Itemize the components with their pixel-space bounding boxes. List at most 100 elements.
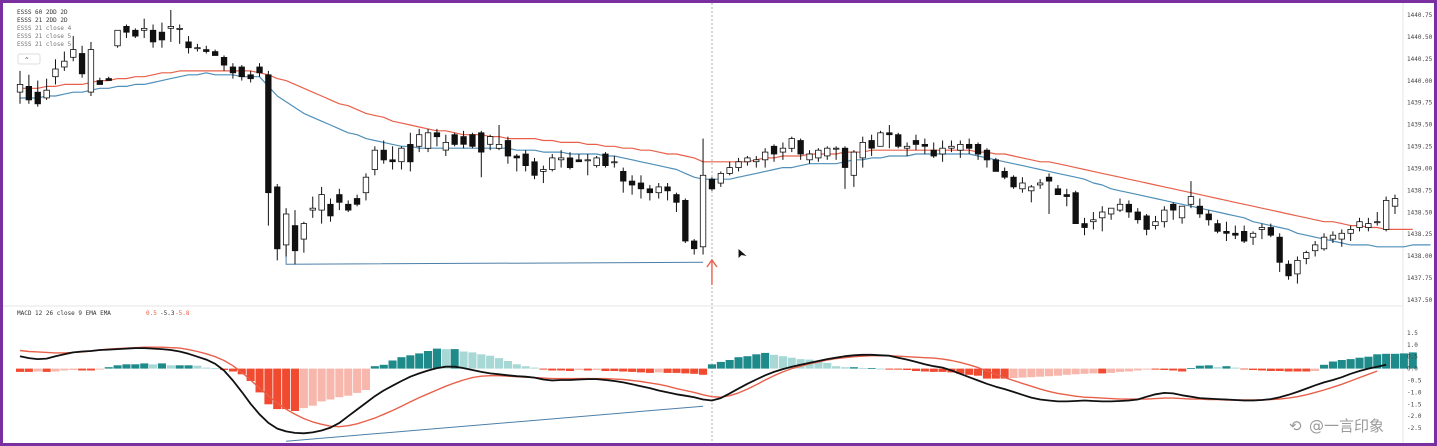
candle-body[interactable]: [770, 145, 778, 155]
candle-body[interactable]: [708, 178, 716, 190]
candle-body[interactable]: [1108, 207, 1115, 215]
candle-body[interactable]: [735, 161, 742, 169]
candle-body[interactable]: [1365, 223, 1372, 228]
candle-body[interactable]: [1391, 198, 1399, 207]
candle-body[interactable]: [380, 149, 387, 161]
candle-body[interactable]: [513, 155, 520, 159]
candle-body[interactable]: [664, 186, 671, 192]
candle-body[interactable]: [566, 157, 574, 168]
candle-body[interactable]: [655, 186, 662, 194]
candle-body[interactable]: [238, 66, 245, 78]
candle-body[interactable]: [336, 194, 343, 203]
candle-body[interactable]: [34, 91, 41, 105]
candle-body[interactable]: [717, 172, 724, 184]
candle-body[interactable]: [194, 47, 201, 50]
candle-body[interactable]: [1134, 211, 1141, 221]
candle-body[interactable]: [558, 157, 565, 161]
candle-body[interactable]: [353, 198, 361, 205]
candle-body[interactable]: [167, 25, 175, 29]
candle-body[interactable]: [318, 194, 325, 211]
candle-body[interactable]: [149, 29, 157, 43]
candle-body[interactable]: [460, 136, 467, 145]
candle-body[interactable]: [992, 159, 999, 172]
candle-body[interactable]: [815, 149, 822, 159]
candle-body[interactable]: [415, 134, 423, 147]
candle-body[interactable]: [726, 167, 733, 174]
candle-body[interactable]: [1187, 196, 1195, 205]
candle-body[interactable]: [1010, 176, 1017, 188]
candle-body[interactable]: [469, 134, 476, 147]
candle-body[interactable]: [611, 161, 618, 164]
candle-body[interactable]: [1320, 236, 1328, 250]
candle-body[interactable]: [433, 132, 441, 138]
candle-body[interactable]: [1374, 221, 1381, 224]
candle-body[interactable]: [504, 140, 512, 157]
candle-body[interactable]: [1338, 232, 1345, 240]
candle-body[interactable]: [424, 132, 432, 149]
candle-body[interactable]: [1303, 252, 1310, 259]
candle-body[interactable]: [930, 149, 937, 157]
candle-body[interactable]: [1019, 182, 1026, 190]
candle-body[interactable]: [531, 161, 538, 176]
candle-body[interactable]: [486, 136, 494, 145]
candle-body[interactable]: [220, 57, 228, 66]
candle-body[interactable]: [637, 182, 645, 190]
candle-body[interactable]: [87, 49, 95, 93]
candle-body[interactable]: [451, 134, 458, 145]
candle-body[interactable]: [691, 240, 698, 250]
candle-body[interactable]: [1249, 232, 1257, 238]
candle-body[interactable]: [983, 149, 991, 161]
candle-body[interactable]: [788, 138, 795, 149]
candle-body[interactable]: [850, 151, 857, 176]
candle-body[interactable]: [549, 157, 556, 170]
candle-body[interactable]: [43, 89, 50, 99]
candle-body[interactable]: [123, 25, 130, 33]
candle-body[interactable]: [1054, 188, 1062, 196]
candle-body[interactable]: [1267, 227, 1274, 236]
candle-body[interactable]: [52, 68, 59, 78]
candle-body[interactable]: [957, 143, 964, 151]
candle-body[interactable]: [948, 145, 955, 149]
candle-body[interactable]: [407, 143, 414, 163]
macd-panel[interactable]: [16, 346, 1417, 442]
candle-body[interactable]: [1116, 203, 1124, 211]
candle-body[interactable]: [620, 170, 627, 182]
candle-body[interactable]: [974, 143, 982, 155]
candle-body[interactable]: [327, 203, 334, 217]
candle-body[interactable]: [1232, 232, 1239, 236]
candle-body[interactable]: [1001, 170, 1008, 178]
candle-body[interactable]: [824, 147, 831, 157]
candle-body[interactable]: [912, 140, 920, 145]
candle-body[interactable]: [646, 188, 653, 194]
candle-body[interactable]: [1161, 209, 1168, 223]
candle-body[interactable]: [682, 199, 689, 242]
candle-body[interactable]: [1223, 230, 1230, 234]
candle-body[interactable]: [1276, 236, 1283, 263]
candle-body[interactable]: [797, 140, 804, 155]
candle-body[interactable]: [1028, 186, 1035, 192]
candle-body[interactable]: [1285, 263, 1292, 277]
candle-body[interactable]: [1258, 227, 1266, 230]
price-axis[interactable]: 1440.75 1440.50 1440.25 1440.00 1439.75 1439.…: [1407, 12, 1433, 304]
candle-body[interactable]: [203, 49, 210, 52]
candle-body[interactable]: [779, 147, 787, 153]
candle-body[interactable]: [966, 143, 973, 149]
candle-body[interactable]: [744, 157, 751, 163]
candle-body[interactable]: [176, 27, 183, 30]
candle-body[interactable]: [868, 140, 875, 149]
candle-body[interactable]: [522, 153, 529, 167]
candle-body[interactable]: [1196, 205, 1203, 215]
candle-body[interactable]: [593, 157, 600, 166]
trading-chart[interactable]: 1440.75 1440.50 1440.25 1440.00 1439.75 1439.…: [3, 3, 1434, 443]
candle-body[interactable]: [495, 143, 503, 149]
candle-body[interactable]: [903, 145, 911, 149]
candle-body[interactable]: [1170, 203, 1177, 211]
candle-body[interactable]: [921, 143, 928, 147]
candle-body[interactable]: [211, 51, 219, 56]
candle-body[interactable]: [1072, 192, 1079, 224]
candle-body[interactable]: [575, 159, 582, 163]
candle-body[interactable]: [300, 223, 308, 240]
candle-body[interactable]: [1063, 194, 1070, 197]
candle-body[interactable]: [1125, 203, 1132, 213]
candle-body[interactable]: [1081, 223, 1088, 228]
